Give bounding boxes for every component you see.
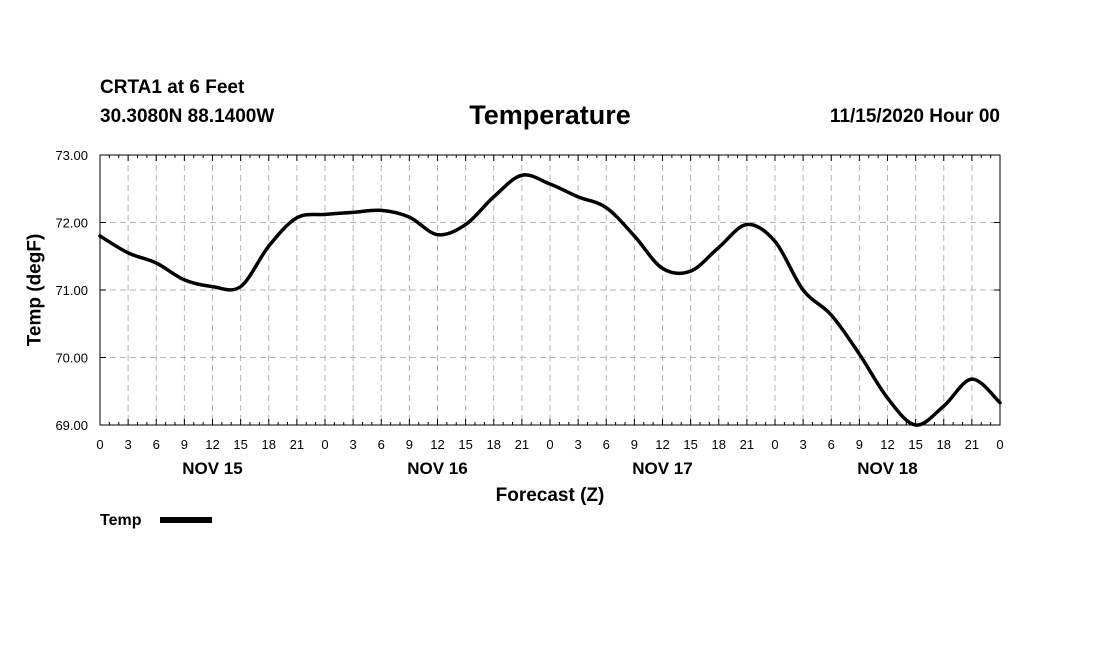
x-tick-label: 6 [378, 437, 385, 452]
legend-label: Temp [100, 512, 142, 529]
y-tick-label: 72.00 [55, 216, 88, 231]
ticks-layer: 0 3 6 9 12 15 18 21 0 3 6 9 12 15 18 21 0 3 6 9 12 15 18 21 0 3 6 9… [55, 148, 1003, 478]
x-tick-label: 9 [856, 437, 863, 452]
legend: Temp [100, 512, 212, 529]
x-tick-label: 12 [430, 437, 444, 452]
x-tick-label: 6 [603, 437, 610, 452]
x-tick-label: 21 [290, 437, 304, 452]
x-tick-label: 3 [350, 437, 357, 452]
x-tick-label: 21 [515, 437, 529, 452]
y-tick-label: 71.00 [55, 283, 88, 298]
day-label: NOV 16 [407, 459, 467, 478]
x-tick-label: 3 [125, 437, 132, 452]
x-tick-label: 0 [546, 437, 553, 452]
x-axis-title: Forecast (Z) [496, 485, 605, 506]
x-tick-label: 18 [712, 437, 726, 452]
x-tick-label: 15 [683, 437, 697, 452]
day-label: NOV 18 [857, 459, 917, 478]
legend-swatch [160, 517, 212, 523]
x-tick-label: 3 [800, 437, 807, 452]
x-tick-label: 9 [631, 437, 638, 452]
x-tick-label: 0 [96, 437, 103, 452]
plot-frame [99, 154, 1001, 426]
day-label: NOV 17 [632, 459, 692, 478]
x-tick-label: 18 [487, 437, 501, 452]
series-layer [98, 173, 1002, 427]
chart-title: Temperature [469, 100, 631, 130]
x-tick-label: 0 [996, 437, 1003, 452]
x-tick-label: 0 [321, 437, 328, 452]
x-tick-label: 3 [575, 437, 582, 452]
x-tick-label: 18 [937, 437, 951, 452]
x-tick-label: 21 [965, 437, 979, 452]
coordinates-label: 30.3080N 88.1400W [100, 106, 275, 127]
station-label: CRTA1 at 6 Feet [100, 77, 245, 98]
x-tick-label: 12 [880, 437, 894, 452]
forecast-cycle-label: 11/15/2020 Hour 00 [829, 106, 1000, 127]
x-tick-label: 12 [655, 437, 669, 452]
y-tick-label: 69.00 [55, 418, 88, 433]
x-tick-label: 9 [406, 437, 413, 452]
day-label: NOV 15 [182, 459, 242, 478]
x-tick-label: 0 [771, 437, 778, 452]
x-tick-label: 21 [740, 437, 754, 452]
x-tick-label: 6 [828, 437, 835, 452]
y-tick-label: 73.00 [55, 148, 88, 163]
x-tick-label: 18 [262, 437, 276, 452]
y-axis-title: Temp (degF) [25, 234, 46, 347]
x-tick-label: 15 [458, 437, 472, 452]
temp-series-line [98, 173, 1002, 427]
x-tick-label: 9 [181, 437, 188, 452]
y-tick-label: 70.00 [55, 351, 88, 366]
x-tick-label: 12 [205, 437, 219, 452]
x-tick-label: 15 [908, 437, 922, 452]
x-tick-label: 6 [153, 437, 160, 452]
x-tick-label: 15 [233, 437, 247, 452]
